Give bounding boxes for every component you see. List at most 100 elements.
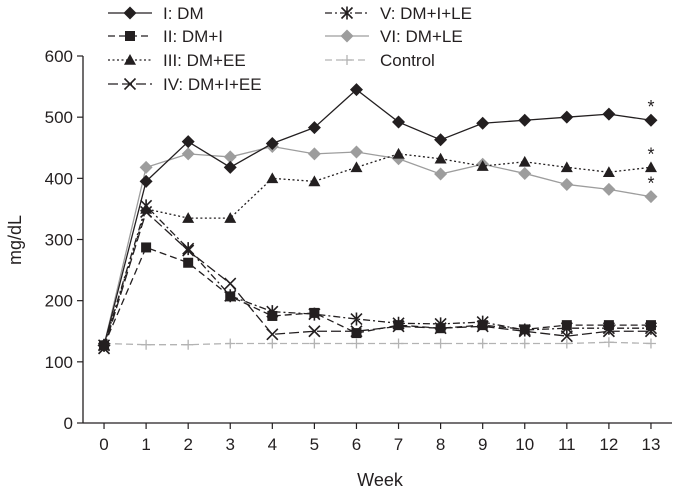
legend-marker <box>124 54 136 65</box>
data-point <box>141 242 152 253</box>
data-point <box>435 323 446 334</box>
data-point <box>645 320 656 331</box>
legend-marker <box>340 6 354 20</box>
y-tick-label: 200 <box>45 292 73 311</box>
data-point <box>308 325 321 338</box>
data-point <box>350 312 363 326</box>
data-point <box>603 320 614 331</box>
data-point <box>225 338 236 349</box>
data-point <box>644 190 658 204</box>
data-point <box>307 147 321 161</box>
y-tick-label: 500 <box>45 108 73 127</box>
data-point <box>393 338 404 349</box>
data-point <box>393 320 404 331</box>
y-tick-label: 600 <box>45 47 73 66</box>
legend-label: I: DM <box>163 4 204 23</box>
data-point <box>519 338 530 349</box>
data-point <box>267 338 278 349</box>
series-line <box>103 210 651 349</box>
data-point <box>223 150 237 164</box>
data-point <box>139 174 153 188</box>
data-point <box>309 338 320 349</box>
data-point <box>560 330 573 343</box>
data-point <box>518 113 532 127</box>
data-point <box>141 339 152 350</box>
data-point <box>518 166 532 180</box>
x-tick-label: 10 <box>515 435 534 454</box>
data-point <box>392 147 405 159</box>
data-point <box>349 145 363 159</box>
data-point <box>561 338 572 349</box>
data-point <box>225 291 236 302</box>
x-tick-label: 9 <box>478 435 487 454</box>
legend-entry: Control <box>325 51 435 70</box>
significance-star: * <box>647 144 654 164</box>
data-point <box>560 110 574 124</box>
data-point <box>224 212 237 223</box>
series-2 <box>99 242 656 351</box>
annotation-layer: * * * <box>647 97 654 193</box>
data-point <box>97 338 111 352</box>
x-tick-label: 8 <box>436 435 445 454</box>
data-point <box>182 212 195 223</box>
y-tick-label: 0 <box>64 414 73 433</box>
data-point <box>183 257 194 268</box>
data-point <box>602 107 616 121</box>
data-point <box>602 182 616 196</box>
x-tick-label: 6 <box>352 435 361 454</box>
data-point <box>561 320 572 331</box>
y-tick-label: 400 <box>45 169 73 188</box>
series-4 <box>97 205 658 355</box>
data-point <box>560 177 574 191</box>
data-point <box>309 307 320 318</box>
legend-label: IV: DM+I+EE <box>163 75 262 94</box>
legend-entry: II: DM+I <box>108 27 223 46</box>
data-point <box>434 167 448 181</box>
data-point <box>602 166 615 178</box>
data-point <box>351 328 362 339</box>
x-axis-title: Week <box>357 470 404 490</box>
data-point <box>181 135 195 149</box>
series-1 <box>97 83 658 352</box>
data-point <box>182 244 195 257</box>
legend-entry: I: DM <box>108 4 204 23</box>
legend-label: VI: DM+LE <box>380 27 463 46</box>
data-point <box>183 339 194 350</box>
data-point <box>139 160 153 174</box>
series-line <box>103 246 651 346</box>
data-point <box>224 277 237 290</box>
data-point <box>560 161 573 173</box>
x-tick-label: 1 <box>141 435 150 454</box>
x-tick-label: 12 <box>599 435 618 454</box>
data-point <box>266 328 279 341</box>
data-point <box>645 338 656 349</box>
data-point <box>308 175 321 187</box>
legend-marker <box>125 31 135 41</box>
series-line <box>103 145 652 346</box>
data-point <box>266 172 279 184</box>
x-tick-label: 0 <box>99 435 108 454</box>
series-line <box>103 204 651 346</box>
data-point <box>140 202 153 214</box>
legend-marker <box>340 29 354 43</box>
data-point <box>351 338 362 349</box>
data-point <box>267 310 278 321</box>
legend-label: III: DM+EE <box>163 51 246 70</box>
data-point <box>434 152 447 164</box>
data-point <box>519 324 530 335</box>
legend-entry: IV: DM+I+EE <box>108 75 262 94</box>
series-line <box>103 88 652 346</box>
legend-entry: III: DM+EE <box>108 51 246 70</box>
legend-label: II: DM+I <box>163 27 223 46</box>
legend: I: DM II: DM+I III: DM+EE IV: DM+I+EE V: DM+… <box>108 4 472 94</box>
y-tick-label: 100 <box>45 353 73 372</box>
data-point <box>476 160 489 171</box>
data-point <box>518 155 531 167</box>
series-3 <box>98 147 657 351</box>
series-line <box>104 341 651 346</box>
data-point <box>434 133 448 147</box>
data-point <box>182 242 195 256</box>
data-point <box>307 121 321 135</box>
